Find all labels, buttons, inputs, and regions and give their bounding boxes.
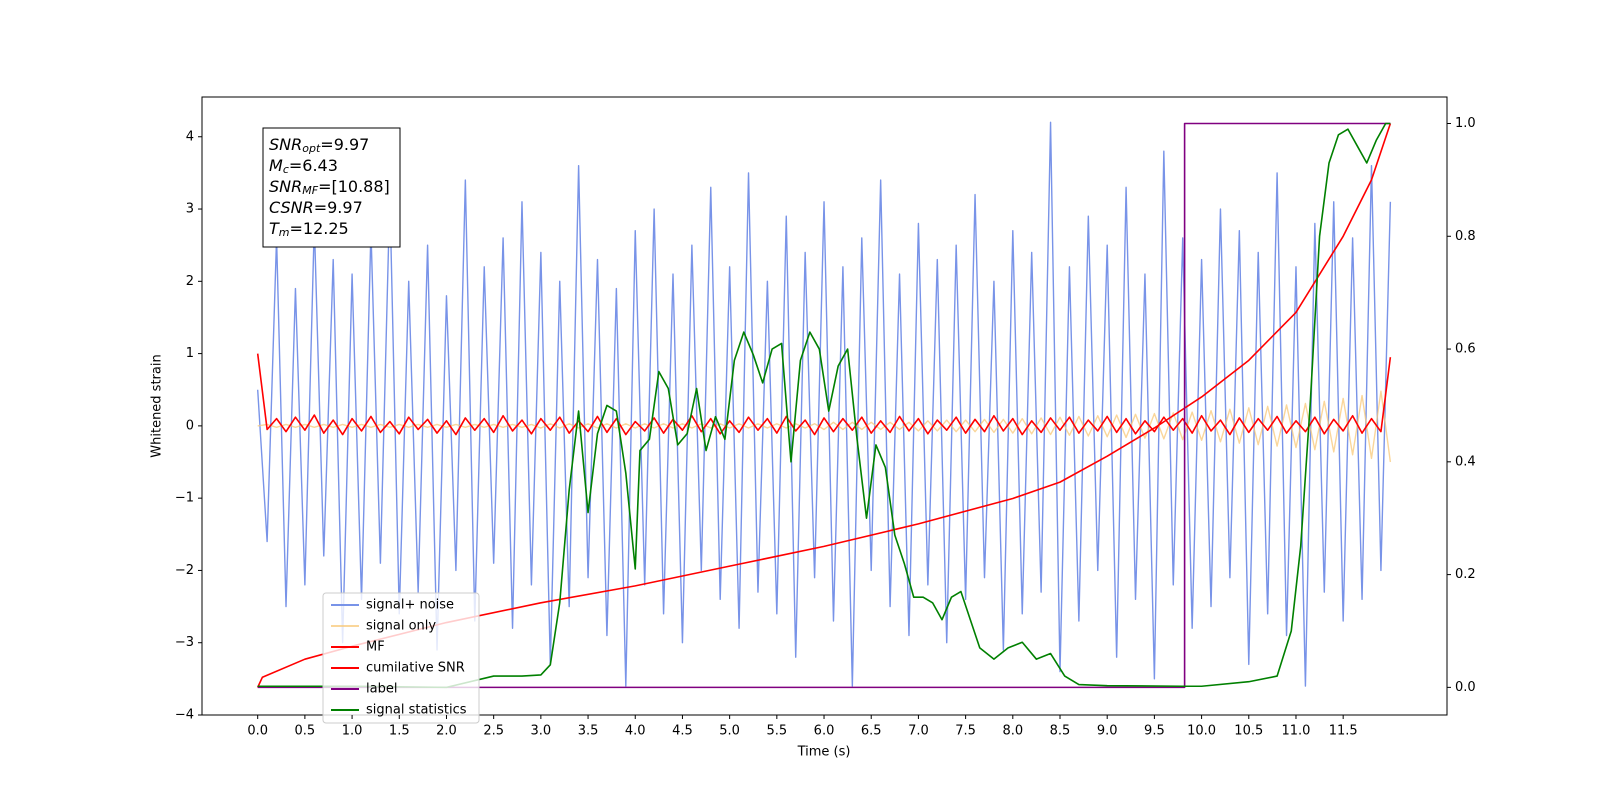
- x-tick-label: 8.5: [1050, 724, 1071, 739]
- y-tick-label: 1: [186, 346, 194, 361]
- annotation-box: SNRopt=9.97Mc=6.43SNRMF=[10.88]CSNR=9.97…: [262, 127, 401, 248]
- x-tick-label: 4.5: [672, 724, 693, 739]
- annotation-subscript: MF: [302, 184, 318, 197]
- series-line: [256, 121, 1392, 687]
- series-line: [256, 353, 1392, 436]
- series-line: [257, 122, 1391, 689]
- y2-tick-label: 1.0: [1455, 116, 1476, 131]
- annotation-value: =6.43: [289, 156, 338, 175]
- legend-frame: [322, 592, 480, 724]
- x-tick-label: 9.5: [1144, 724, 1165, 739]
- y2-tick-label: 0.8: [1455, 229, 1476, 244]
- x-tick-label: 10.0: [1187, 724, 1216, 739]
- x-axis-label: Time (s): [797, 745, 851, 760]
- x-tick-label: 7.5: [955, 724, 976, 739]
- annotation-value: =9.97: [314, 198, 363, 217]
- y-axis-label: Whitened strain: [150, 354, 165, 457]
- x-tick-label: 8.0: [1002, 724, 1023, 739]
- y-tick-label: 0: [186, 418, 194, 433]
- annotation-symbol: M: [269, 156, 283, 175]
- y2-tick-label: 0.4: [1455, 454, 1476, 469]
- series-line: [257, 390, 1392, 463]
- x-tick-label: 6.0: [814, 724, 835, 739]
- y-tick-label: 4: [186, 129, 194, 144]
- x-tick-label: 2.0: [436, 724, 457, 739]
- legend-label: signal statistics: [366, 703, 467, 718]
- x-tick-label: 0.0: [247, 724, 268, 739]
- x-tick-label: 5.0: [719, 724, 740, 739]
- annotation-line: Tm=12.25: [269, 219, 349, 240]
- legend-label: label: [366, 682, 397, 697]
- annotation-symbol: SNR: [269, 135, 302, 154]
- x-tick-label: 3.5: [578, 724, 599, 739]
- annotation-symbol: T: [269, 219, 280, 238]
- annotation-value: =12.25: [290, 219, 349, 238]
- y-tick-label: −3: [175, 635, 194, 650]
- y2-tick-label: 0.0: [1455, 680, 1476, 695]
- annotation-symbol: SNR: [269, 177, 302, 196]
- y-tick-label: −1: [175, 491, 194, 506]
- y2-tick-label: 0.6: [1455, 342, 1476, 357]
- y-tick-label: 2: [186, 274, 194, 289]
- x-tick-label: 7.0: [908, 724, 929, 739]
- x-tick-label: 0.5: [295, 724, 316, 739]
- y2-tick-label: 0.2: [1455, 567, 1476, 582]
- x-tick-label: 1.5: [389, 724, 410, 739]
- x-tick-label: 11.5: [1329, 724, 1358, 739]
- legend-label: signal+ noise: [366, 598, 454, 613]
- x-tick-label: 2.5: [483, 724, 504, 739]
- x-tick-label: 6.5: [861, 724, 882, 739]
- annotation-subscript: opt: [302, 142, 321, 155]
- annotation-frame: [262, 127, 401, 248]
- annotation-line: CSNR=9.97: [269, 198, 363, 217]
- series-line: [257, 122, 1391, 689]
- x-tick-label: 3.0: [531, 724, 552, 739]
- annotation-line: SNRMF=[10.88]: [269, 177, 390, 198]
- x-tick-label: 10.5: [1234, 724, 1263, 739]
- y-tick-label: −2: [175, 563, 194, 578]
- legend-label: MF: [366, 640, 385, 655]
- x-tick-label: 4.0: [625, 724, 646, 739]
- x-tick-label: 1.0: [342, 724, 363, 739]
- x-tick-label: 5.5: [766, 724, 787, 739]
- annotation-subscript: m: [279, 226, 290, 239]
- legend-label: cumilative SNR: [366, 661, 465, 676]
- y-tick-label: 3: [186, 202, 194, 217]
- legend: signal+ noise signal only MF cumilative SNR…: [322, 592, 480, 724]
- y-tick-label: −4: [175, 708, 194, 723]
- x-tick-label: 9.0: [1097, 724, 1118, 739]
- annotation-symbol: CSNR: [269, 198, 314, 217]
- annotation-line: SNRopt=9.97: [269, 135, 369, 156]
- annotation-value: =9.97: [320, 135, 369, 154]
- annotation-line: Mc=6.43: [269, 156, 338, 177]
- annotation-value: =[10.88]: [318, 177, 390, 196]
- annotation-subscript: c: [283, 163, 289, 176]
- x-tick-label: 11.0: [1281, 724, 1310, 739]
- legend-label: signal only: [366, 619, 436, 634]
